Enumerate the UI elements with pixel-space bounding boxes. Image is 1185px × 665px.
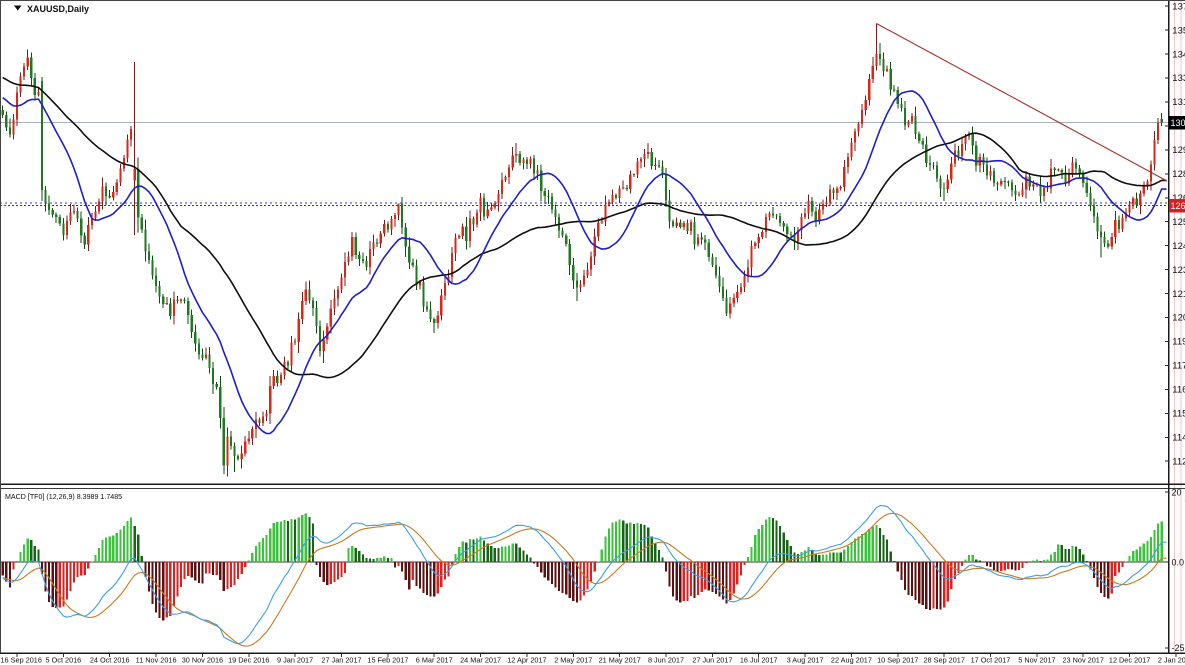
svg-text:12 Dec 2017: 12 Dec 2017	[1109, 656, 1150, 665]
svg-text:1331: 1331	[1172, 73, 1185, 84]
svg-text:XAUUSD,Daily: XAUUSD,Daily	[27, 4, 89, 14]
svg-text:1140: 1140	[1172, 433, 1185, 444]
svg-text:21 May 2017: 21 May 2017	[599, 656, 641, 665]
svg-text:27 Jun 2017: 27 Jun 2017	[692, 656, 732, 665]
svg-text:1128: 1128	[1172, 456, 1185, 467]
svg-text:1242: 1242	[1172, 241, 1185, 252]
svg-text:1344: 1344	[1172, 49, 1185, 60]
svg-text:2 Jan 2018: 2 Jan 2018	[1158, 656, 1185, 665]
svg-text:1370: 1370	[1172, 1, 1185, 12]
svg-text:1255: 1255	[1172, 217, 1185, 228]
svg-text:1263.8: 1263.8	[1171, 201, 1185, 211]
svg-text:12 Apr 2017: 12 Apr 2017	[507, 656, 546, 665]
svg-text:0.0: 0.0	[1172, 557, 1185, 567]
svg-text:17 Oct 2017: 17 Oct 2017	[971, 656, 1011, 665]
svg-text:15 Feb 2017: 15 Feb 2017	[367, 656, 408, 665]
svg-text:23 Nov 2017: 23 Nov 2017	[1063, 656, 1104, 665]
svg-text:5 Oct 2016: 5 Oct 2016	[46, 656, 82, 665]
svg-text:10 Sep 2017: 10 Sep 2017	[877, 656, 918, 665]
svg-text:-25: -25	[1172, 643, 1185, 653]
svg-text:1293: 1293	[1172, 145, 1185, 156]
svg-text:1319: 1319	[1172, 97, 1185, 108]
svg-text:16 Jul 2017: 16 Jul 2017	[740, 656, 778, 665]
svg-text:1153: 1153	[1172, 409, 1185, 420]
svg-text:5 Nov 2017: 5 Nov 2017	[1018, 656, 1055, 665]
svg-text:1308.1: 1308.1	[1171, 118, 1185, 128]
svg-text:16 Sep 2016: 16 Sep 2016	[1, 656, 42, 665]
svg-text:MACD [TF0] (12,26,9) 8.3989 1.: MACD [TF0] (12,26,9) 8.3989 1.7485	[5, 493, 122, 501]
svg-text:11 Nov 2016: 11 Nov 2016	[136, 656, 177, 665]
svg-text:1217: 1217	[1172, 289, 1185, 300]
svg-text:8 Jun 2017: 8 Jun 2017	[648, 656, 684, 665]
svg-text:24 Mar 2017: 24 Mar 2017	[460, 656, 501, 665]
svg-text:24 Oct 2016: 24 Oct 2016	[90, 656, 130, 665]
svg-text:2 May 2017: 2 May 2017	[554, 656, 592, 665]
svg-text:3 Aug 2017: 3 Aug 2017	[787, 656, 824, 665]
svg-text:19 Dec 2016: 19 Dec 2016	[228, 656, 269, 665]
svg-text:1230: 1230	[1172, 265, 1185, 276]
svg-text:20: 20	[1172, 487, 1182, 497]
svg-text:1281: 1281	[1172, 169, 1185, 180]
svg-text:1357: 1357	[1172, 25, 1185, 36]
svg-text:1179: 1179	[1172, 361, 1185, 372]
svg-text:28 Sep 2017: 28 Sep 2017	[924, 656, 965, 665]
svg-text:1268: 1268	[1172, 193, 1185, 204]
svg-text:27 Jan 2017: 27 Jan 2017	[321, 656, 361, 665]
svg-text:22 Aug 2017: 22 Aug 2017	[831, 656, 872, 665]
svg-text:6 Mar 2017: 6 Mar 2017	[416, 656, 453, 665]
svg-text:9 Jan 2017: 9 Jan 2017	[277, 656, 313, 665]
svg-text:1166: 1166	[1172, 385, 1185, 396]
svg-text:1204: 1204	[1172, 313, 1185, 324]
svg-text:30 Nov 2016: 30 Nov 2016	[182, 656, 223, 665]
